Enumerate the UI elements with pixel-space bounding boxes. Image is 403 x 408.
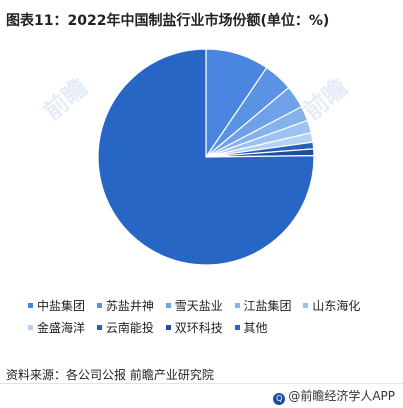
legend-item-1: 苏盐井神 xyxy=(96,295,154,317)
legend-label: 金盛海洋 xyxy=(37,321,86,335)
legend-item-8: 其他 xyxy=(234,317,268,339)
legend-swatch xyxy=(28,303,33,308)
legend-item-7: 双环科技 xyxy=(165,317,223,339)
legend-swatch xyxy=(165,325,171,330)
legend-item-5: 金盛海洋 xyxy=(28,317,85,339)
legend-swatch xyxy=(165,303,171,308)
legend-item-0: 中盐集团 xyxy=(28,295,85,317)
legend-label: 云南能投 xyxy=(105,321,154,335)
legend-row: 金盛海洋 云南能投 双环科技 其他 xyxy=(28,317,398,339)
legend-label: 雪天盐业 xyxy=(174,299,223,313)
chart-legend: 中盐集团 苏盐井神 雪天盐业 江盐集团 山东海化 金盛海洋 云南能投 双环科技 … xyxy=(28,295,398,339)
legend-swatch xyxy=(96,303,102,308)
legend-item-4: 山东海化 xyxy=(303,295,360,317)
legend-swatch xyxy=(234,325,240,330)
legend-label: 其他 xyxy=(243,321,268,335)
legend-item-3: 江盐集团 xyxy=(234,295,292,317)
pie-slice-8 xyxy=(97,48,315,266)
qianzhan-logo-icon: Q xyxy=(273,393,286,405)
legend-label: 双环科技 xyxy=(174,321,223,335)
legend-swatch xyxy=(234,303,240,308)
legend-label: 中盐集团 xyxy=(37,299,86,313)
legend-label: 山东海化 xyxy=(312,299,361,313)
chart-title: 图表11：2022年中国制盐行业市场份额(单位：%) xyxy=(6,13,330,29)
legend-swatch xyxy=(96,325,102,330)
legend-label: 苏盐井神 xyxy=(105,299,154,313)
legend-label: 江盐集团 xyxy=(243,299,292,313)
legend-item-2: 雪天盐业 xyxy=(165,295,223,317)
footer-divider xyxy=(0,383,403,384)
source-note: 资料来源：各公司公报 前瞻产业研究院 xyxy=(6,368,214,382)
legend-row: 中盐集团 苏盐井神 雪天盐业 江盐集团 山东海化 xyxy=(28,295,398,317)
legend-item-6: 云南能投 xyxy=(96,317,154,339)
footer-brand-text: @前瞻经济学人APP xyxy=(288,389,395,403)
legend-swatch xyxy=(303,303,309,308)
legend-swatch xyxy=(28,325,33,330)
footer-brand: Q @前瞻经济学人APP xyxy=(273,387,395,405)
pie-chart xyxy=(97,48,315,266)
